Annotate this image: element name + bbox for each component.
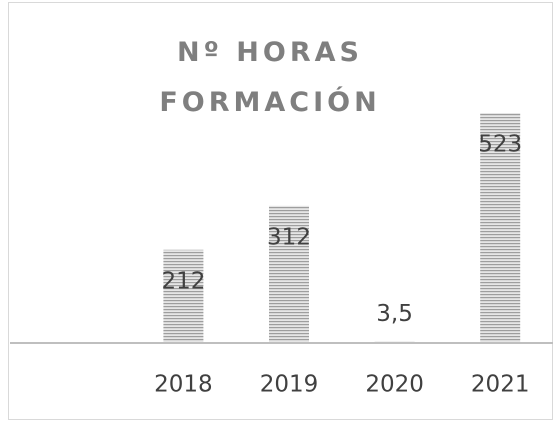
- bar: [163, 249, 204, 343]
- bar: [269, 205, 309, 343]
- data-label: 3,5: [376, 301, 413, 327]
- data-label: 312: [267, 224, 311, 250]
- x-tick-label: 2020: [365, 372, 424, 398]
- bar: [480, 113, 521, 343]
- x-tick-label: 2019: [260, 372, 319, 398]
- data-label: 523: [478, 132, 522, 158]
- data-label: 212: [161, 268, 205, 294]
- x-tick-label: 2018: [154, 372, 213, 398]
- chart-title: Nº HORAS FORMACIÓN: [159, 37, 381, 118]
- x-tick-label: 2021: [471, 372, 530, 398]
